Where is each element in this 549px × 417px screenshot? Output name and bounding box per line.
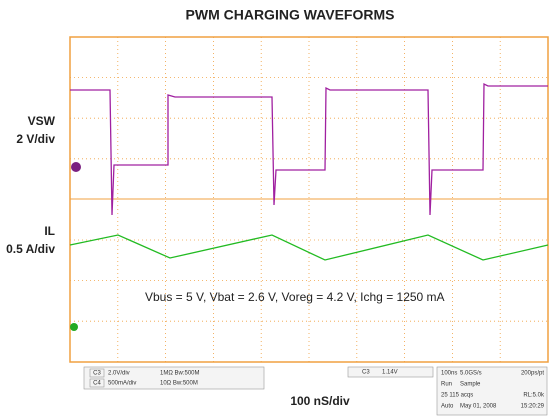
status-text: Run — [441, 382, 452, 388]
page: PWM CHARGING WAVEFORMS VSW 2 V/div IL 0.… — [0, 0, 549, 417]
title: PWM CHARGING WAVEFORMS — [186, 7, 395, 23]
status-text: Auto — [441, 404, 454, 410]
status-text: 2.0V/div — [108, 371, 130, 377]
status-text: 200ps/pt — [521, 371, 544, 377]
status-text: 500mA/div — [108, 381, 136, 387]
il-scale: 0.5 A/div — [6, 242, 55, 256]
status-text: May 01, 2008 — [460, 404, 497, 410]
ch3-marker — [71, 162, 81, 172]
status-text: 100ns — [441, 371, 457, 377]
ch4-marker — [70, 323, 78, 331]
status-text: 1MΩ Bw:500M — [160, 371, 200, 377]
scope-screen: PWM CHARGING WAVEFORMS VSW 2 V/div IL 0.… — [0, 0, 549, 417]
status-text: C3 — [93, 371, 101, 377]
vsw-label: VSW — [28, 114, 56, 128]
status-text: Sample — [460, 382, 481, 388]
status-text: 15:20:29 — [521, 404, 545, 410]
status-text: 5.0GS/s — [460, 371, 482, 377]
vsw-scale: 2 V/div — [16, 132, 55, 146]
time-scale: 100 nS/div — [290, 394, 350, 408]
status-text: C4 — [93, 381, 101, 387]
status-text: RL:5.0k — [523, 393, 545, 399]
status-text: 1.14V — [382, 370, 398, 376]
status-text: 10Ω Bw:500M — [160, 381, 198, 387]
il-label: IL — [44, 224, 55, 238]
annotation: Vbus = 5 V, Vbat = 2.6 V, Voreg = 4.2 V,… — [145, 290, 445, 304]
grid — [70, 37, 548, 362]
status-text: C3 — [362, 370, 370, 376]
il-trace — [70, 235, 548, 260]
status-text: 25 115 acqs — [441, 393, 473, 399]
